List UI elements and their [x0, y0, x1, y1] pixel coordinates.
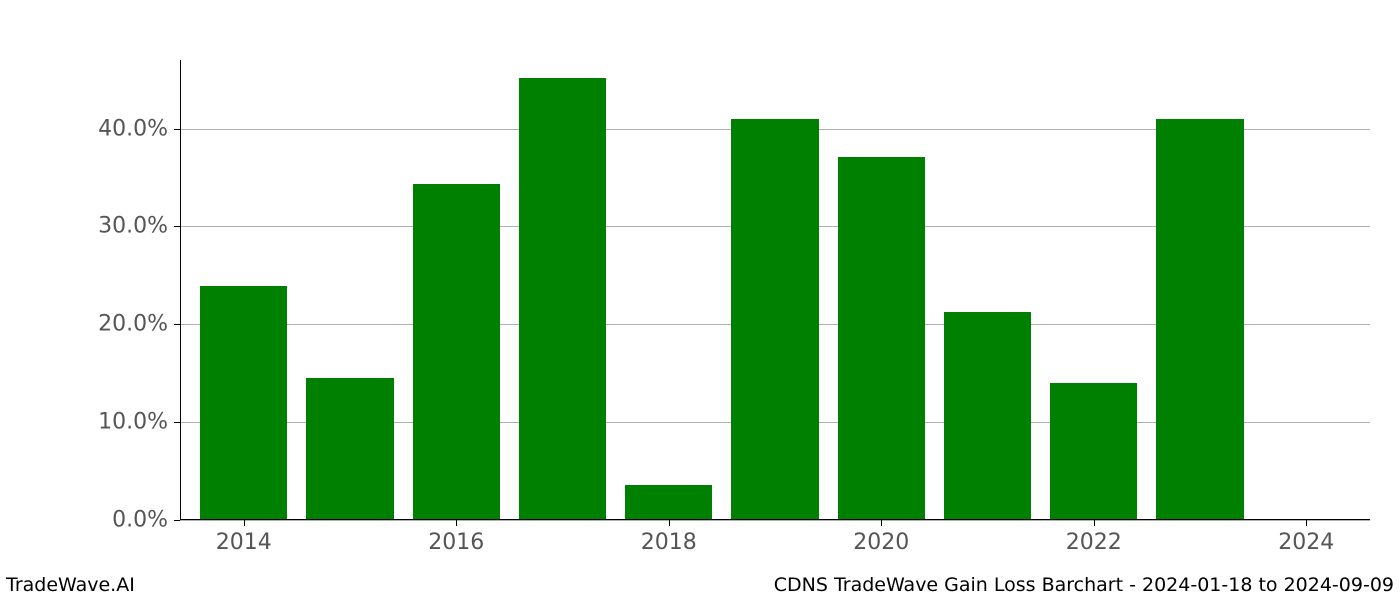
- y-tick-label: 40.0%: [98, 116, 180, 141]
- bar: [944, 312, 1031, 520]
- bar: [1050, 383, 1137, 520]
- y-tick-label: 20.0%: [98, 312, 180, 337]
- y-gridline: [180, 520, 1370, 521]
- figure: 0.0% 10.0% 20.0% 30.0% 40.0% 2014 2016 2018 2020…: [0, 0, 1400, 600]
- y-tick-label: 10.0%: [98, 410, 180, 435]
- bar: [625, 485, 712, 520]
- x-tick-label: 2016: [428, 520, 484, 555]
- watermark-left: TradeWave.AI: [6, 574, 135, 596]
- x-tick-label: 2024: [1278, 520, 1334, 555]
- plot-area: 0.0%10.0%20.0%30.0%40.0%2014201620182020…: [180, 60, 1370, 520]
- bar: [838, 157, 925, 520]
- x-tick-label: 2020: [853, 520, 909, 555]
- bar: [306, 378, 393, 520]
- caption-right: CDNS TradeWave Gain Loss Barchart - 2024…: [774, 574, 1394, 596]
- bar: [731, 119, 818, 520]
- x-tick-label: 2014: [216, 520, 272, 555]
- x-axis-spine: [180, 519, 1370, 520]
- bar: [413, 184, 500, 520]
- bar: [519, 78, 606, 520]
- y-tick-label: 30.0%: [98, 214, 180, 239]
- bar: [200, 286, 287, 520]
- x-tick-label: 2018: [641, 520, 697, 555]
- y-tick-label: 0.0%: [112, 508, 180, 533]
- y-axis-spine: [180, 60, 181, 520]
- x-tick-label: 2022: [1066, 520, 1122, 555]
- bar: [1156, 119, 1243, 520]
